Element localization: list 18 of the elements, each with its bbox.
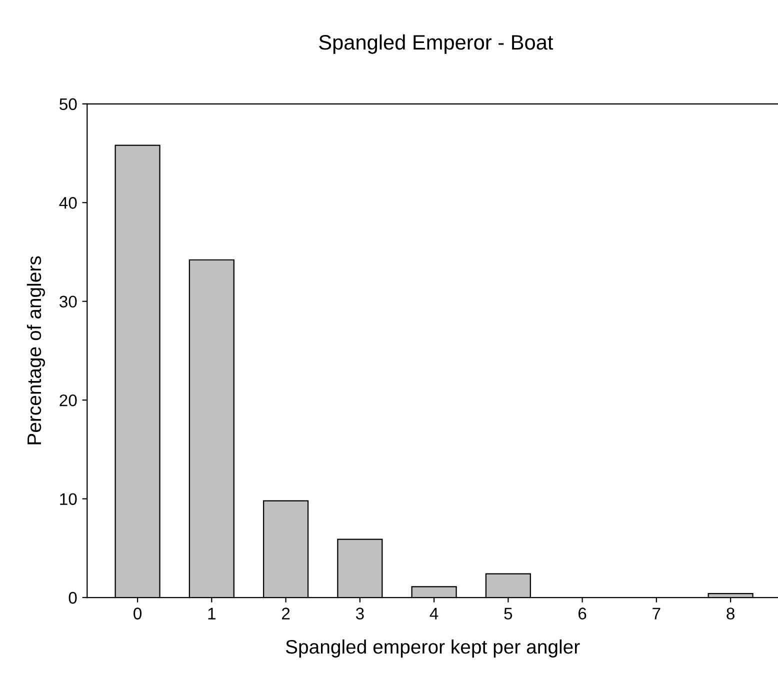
y-tick-label: 10 [60, 493, 77, 505]
x-tick-label: 7 [652, 608, 660, 620]
x-tick-label: 4 [430, 608, 438, 620]
y-tick-label: 40 [59, 197, 77, 209]
y-axis-title: Percentage of anglers [26, 256, 45, 444]
y-tick-label: 20 [60, 394, 77, 406]
y-tick-label: 50 [60, 98, 77, 110]
x-tick-label: 1 [208, 608, 216, 620]
x-tick-label: 8 [726, 608, 734, 620]
x-tick-label: 3 [356, 608, 364, 620]
x-tick-label: 6 [578, 608, 586, 620]
chart-title: Spangled Emperor - Boat [319, 34, 554, 54]
x-tick-label: 5 [504, 608, 512, 620]
y-tick-label: 0 [68, 592, 77, 604]
x-tick-label: 2 [282, 608, 290, 620]
x-axis-title: Spangled emperor kept per angler [286, 639, 580, 658]
x-tick-label: 0 [134, 608, 142, 620]
y-tick-label: 30 [60, 296, 77, 308]
